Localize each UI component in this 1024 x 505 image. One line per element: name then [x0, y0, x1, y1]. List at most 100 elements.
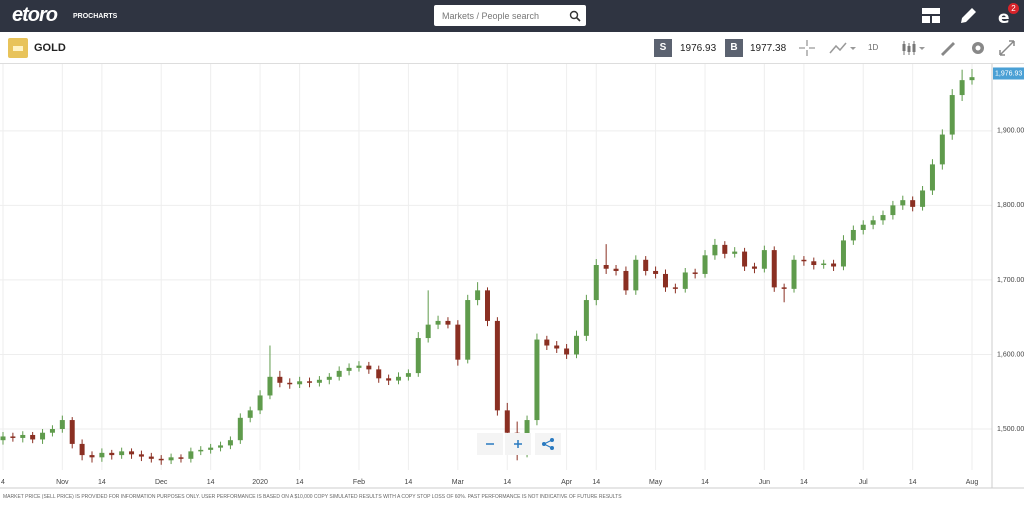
candle-body [791, 259, 797, 289]
candle-body [346, 367, 352, 371]
notification-badge[interactable]: 2 [1008, 3, 1019, 14]
settings-icon[interactable] [968, 38, 988, 58]
disclaimer: MARKET PRICE (SELL PRICE) IS PROVIDED FO… [3, 494, 622, 500]
sell-price: 1976.93 [680, 43, 717, 54]
candle-body [376, 369, 382, 379]
candle-body [475, 290, 481, 301]
candle-body [544, 339, 550, 346]
search-placeholder: Markets / People search [442, 11, 540, 21]
candle-body [307, 381, 313, 383]
x-tick-label: Nov [56, 479, 69, 486]
candle-body [554, 345, 560, 349]
fullscreen-icon[interactable] [997, 38, 1017, 58]
candle-body [742, 251, 748, 267]
candle-body [860, 224, 866, 230]
buy-button[interactable]: B [725, 39, 743, 57]
candle-body [583, 300, 589, 336]
candle-body [534, 339, 540, 421]
candle-body [643, 259, 649, 271]
x-tick-label: Jun [759, 479, 770, 486]
candle-body [277, 376, 283, 383]
indicator-icon[interactable] [828, 38, 856, 58]
candle-body [30, 434, 36, 440]
candle-body [929, 164, 935, 191]
chart-type-icon[interactable] [900, 38, 928, 58]
candle-body [504, 410, 510, 433]
x-tick-label: 14 [404, 479, 412, 486]
crosshair-icon[interactable] [797, 38, 817, 58]
toolbar: GOLD S 1976.93 B 1977.38 1D [0, 32, 1024, 64]
y-tick-label: 1,500.00 [997, 426, 1024, 433]
candle-body [148, 456, 154, 459]
edit-icon[interactable] [958, 6, 978, 26]
sell-button[interactable]: S [654, 39, 672, 57]
layout-icon[interactable] [922, 8, 942, 24]
candle-body [653, 270, 659, 274]
candle-body [405, 373, 411, 377]
candle-body [326, 376, 332, 380]
candle-body [257, 395, 263, 411]
candle-body [870, 220, 876, 225]
candle-body [297, 381, 303, 385]
candle-body [751, 266, 757, 269]
x-tick-label: 14 [98, 479, 106, 486]
candle-body [59, 420, 65, 430]
x-tick-label: 14 [592, 479, 600, 486]
candle-body [356, 365, 362, 368]
candle-body [662, 273, 668, 288]
candle-body [732, 251, 738, 254]
candle-body [178, 457, 184, 459]
candle-body [445, 320, 451, 325]
candle-body [415, 338, 421, 374]
candle-body [336, 370, 342, 377]
candle-body [366, 365, 372, 370]
candle-body [831, 263, 837, 267]
instrument-name[interactable]: GOLD [34, 42, 66, 54]
share[interactable] [535, 433, 561, 455]
candle-body [168, 457, 174, 461]
timeframe[interactable]: 1D [868, 43, 879, 52]
candle-body [603, 265, 609, 269]
candle-body [435, 320, 441, 325]
search-box[interactable]: Markets / People search [434, 5, 586, 26]
candle-body [158, 458, 164, 461]
y-tick-label: 1,900.00 [997, 128, 1024, 135]
candle-body [455, 324, 461, 360]
candle-body [40, 432, 46, 440]
x-tick-label: 14 [503, 479, 511, 486]
x-tick-label: 4 [1, 479, 5, 486]
candle-body [633, 259, 639, 291]
candle-body [880, 215, 886, 221]
candle-body [910, 200, 916, 207]
draw-icon[interactable] [938, 38, 958, 58]
candle-body [129, 451, 135, 455]
candle-body [198, 449, 204, 452]
candle-body [247, 410, 253, 418]
candle-body [672, 287, 678, 289]
x-tick-label: 14 [701, 479, 709, 486]
candle-body [761, 250, 767, 269]
x-tick-label: 14 [207, 479, 215, 486]
candle-body [702, 255, 708, 274]
x-tick-label: 14 [296, 479, 304, 486]
candle-body [722, 244, 728, 254]
candle-body [10, 436, 16, 438]
logo[interactable]: etoro [12, 4, 58, 26]
candle-body [850, 229, 856, 241]
candle-body [969, 77, 975, 81]
candle-body [573, 335, 579, 355]
candle-body [781, 287, 787, 289]
candle-body [682, 272, 688, 289]
x-tick-label: Apr [561, 479, 573, 486]
candle-body [613, 268, 619, 271]
logo-sub: PROCHARTS [73, 13, 118, 20]
x-tick-label: Dec [155, 479, 168, 486]
candle-body [811, 261, 817, 266]
y-tick-label: 1,600.00 [997, 351, 1024, 358]
x-tick-label: 14 [800, 479, 808, 486]
candle-body [386, 378, 392, 381]
profile-icon[interactable]: e [996, 8, 1016, 28]
candle-body [564, 348, 570, 355]
candle-body [267, 376, 273, 396]
